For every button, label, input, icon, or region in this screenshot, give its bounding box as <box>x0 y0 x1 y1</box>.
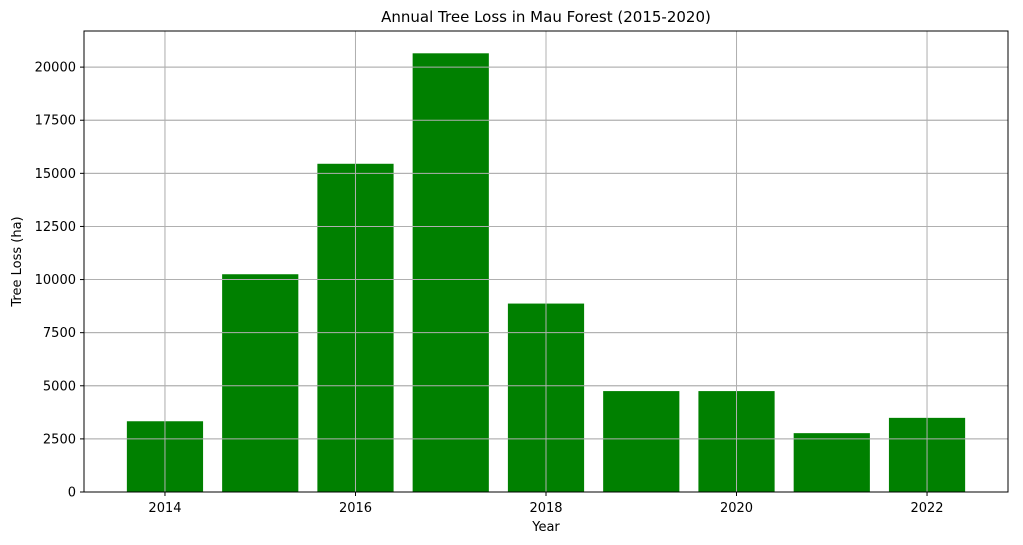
x-axis-label: Year <box>531 520 560 535</box>
x-tick-label: 2016 <box>339 501 372 516</box>
y-ticks: 0 2500 5000 7500 10000 12500 15000 17500 20000 <box>35 61 84 501</box>
bar-2019 <box>603 391 680 492</box>
y-tick-label: 0 <box>68 486 76 501</box>
chart-title: Annual Tree Loss in Mau Forest (2015-202… <box>381 8 711 26</box>
y-tick-label: 10000 <box>35 273 76 288</box>
x-tick-label: 2014 <box>148 501 181 516</box>
x-ticks: 2014 2016 2018 2020 2022 <box>148 492 944 516</box>
y-tick-label: 12500 <box>35 220 76 235</box>
bar-2015 <box>222 274 299 492</box>
bar-2017 <box>412 53 489 492</box>
x-tick-label: 2018 <box>529 501 562 516</box>
y-tick-label: 20000 <box>35 61 76 76</box>
y-tick-label: 7500 <box>43 326 76 341</box>
y-axis-label: Tree Loss (ha) <box>10 216 25 307</box>
bar-2021 <box>793 433 870 492</box>
y-tick-label: 17500 <box>35 114 76 129</box>
y-tick-label: 2500 <box>43 432 76 447</box>
y-tick-label: 15000 <box>35 167 76 182</box>
x-tick-label: 2020 <box>720 501 753 516</box>
x-tick-label: 2022 <box>910 501 943 516</box>
y-tick-label: 5000 <box>43 379 76 394</box>
bars <box>84 31 1008 493</box>
